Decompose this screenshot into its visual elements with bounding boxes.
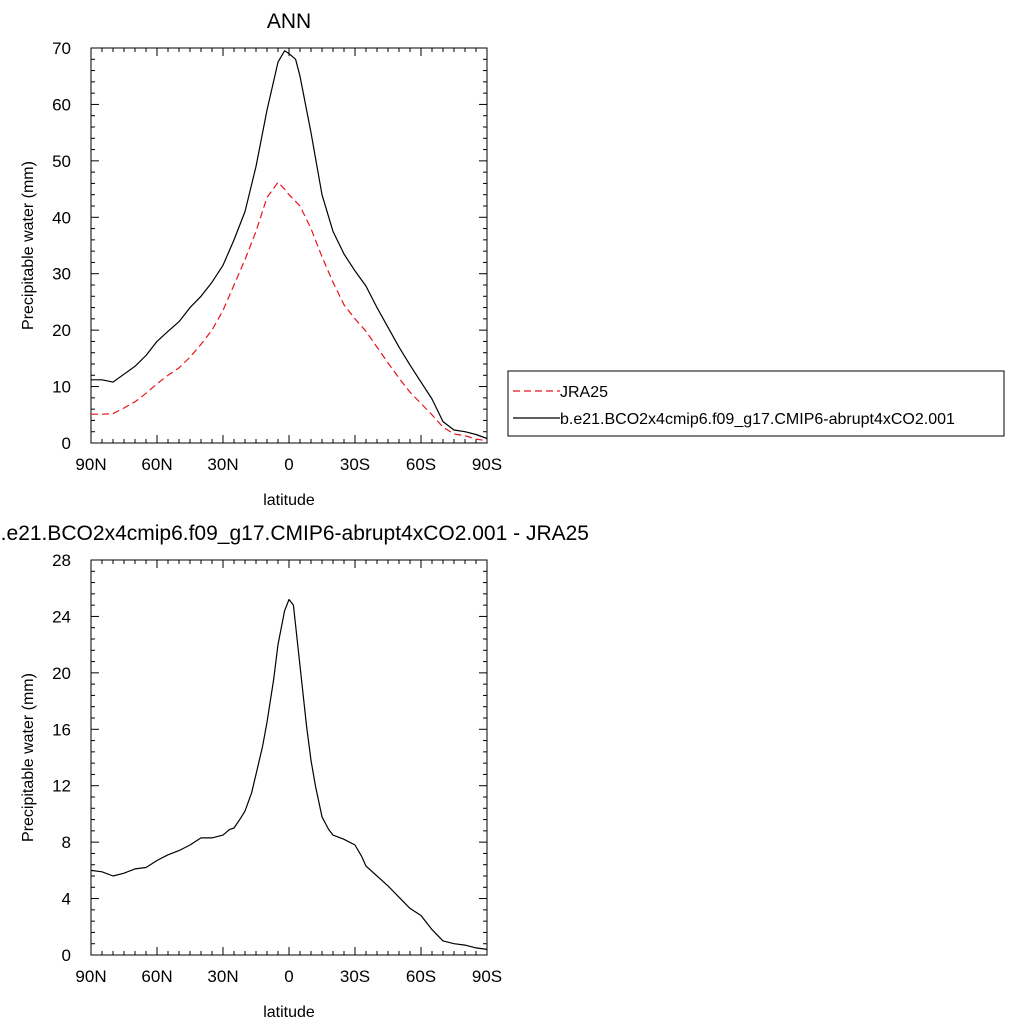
- y-tick-label: 0: [62, 434, 71, 453]
- y-tick-label: 24: [52, 607, 71, 626]
- legend: JRA25 b.e21.BCO2x4cmip6.f09_g17.CMIP6-abr…: [507, 370, 1005, 437]
- x-axis-label: latitude: [263, 492, 315, 509]
- y-tick-label: 8: [62, 833, 71, 852]
- x-tick-label: 90S: [472, 455, 502, 474]
- series-line-difference: [90, 598, 488, 950]
- plot-frame: [90, 47, 488, 444]
- y-tick-label: 20: [52, 664, 71, 683]
- x-tick-label: 30S: [340, 455, 370, 474]
- chart-title: b.e21.BCO2x4cmip6.f09_g17.CMIP6-abrupt4x…: [0, 522, 589, 545]
- panel-bottom: 90N 60N 30N 0 30S 60S 90S 0 4 8 12 16 20 24 28 latitude…: [0, 522, 589, 1021]
- y-tick-label: 20: [52, 321, 71, 340]
- x-tick-label: 30N: [207, 967, 238, 986]
- x-axis-label: latitude: [263, 1004, 315, 1021]
- y-tick-label: 60: [52, 95, 71, 114]
- y-tick-label: 0: [62, 946, 71, 965]
- x-tick-label: 60S: [406, 455, 436, 474]
- y-tick-label: 16: [52, 720, 71, 739]
- x-tick-label: 0: [284, 967, 293, 986]
- y-axis-label: Precipitable water (mm): [20, 673, 37, 842]
- x-tick-label: 90N: [75, 455, 106, 474]
- x-tick-label: 60S: [406, 967, 436, 986]
- y-tick-label: 4: [62, 890, 71, 909]
- y-tick-label: 28: [52, 551, 71, 570]
- y-tick-label: 30: [52, 265, 71, 284]
- plot-frame: [90, 559, 488, 956]
- y-tick-label: 10: [52, 378, 71, 397]
- x-tick-label: 90N: [75, 967, 106, 986]
- x-tick-label: 30N: [207, 455, 238, 474]
- y-tick-label: 50: [52, 152, 71, 171]
- series-line-jra25: [91, 181, 488, 442]
- x-tick-label: 60N: [141, 967, 172, 986]
- y-tick-label: 40: [52, 208, 71, 227]
- x-tick-label: 30S: [340, 967, 370, 986]
- legend-label: b.e21.BCO2x4cmip6.f09_g17.CMIP6-abrupt4x…: [560, 411, 955, 428]
- y-tick-label: 12: [52, 777, 71, 796]
- panel-top: 90N 60N 30N 0 30S 60S 90S 0 10 20 30 40 50 60 70 latitu…: [20, 10, 1005, 509]
- series-line-b-e21-bco2x4cmip6-f09-g17-cmip6-abrupt4xco2-001: [91, 50, 488, 440]
- x-tick-label: 90S: [472, 967, 502, 986]
- y-tick-label: 70: [52, 39, 71, 58]
- chart-title: ANN: [267, 10, 311, 33]
- x-tick-label: 60N: [141, 455, 172, 474]
- y-axis-label: Precipitable water (mm): [20, 161, 37, 330]
- x-tick-label: 0: [284, 455, 293, 474]
- legend-box: [507, 370, 1005, 437]
- legend-label: JRA25: [560, 384, 608, 401]
